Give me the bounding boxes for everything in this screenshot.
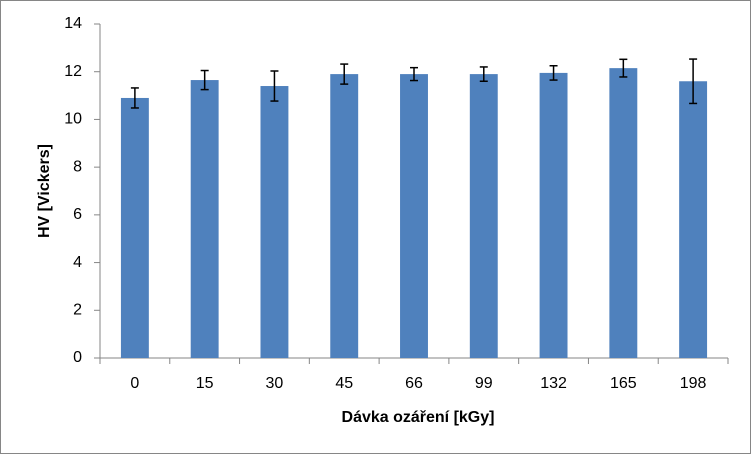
bar [400, 74, 428, 358]
bar [330, 74, 359, 358]
y-tick-label: 4 [73, 254, 82, 271]
y-tick-label: 14 [64, 15, 82, 32]
error-bar [130, 87, 139, 109]
error-bar [619, 58, 628, 78]
y-axis-label: HV [Vickers] [36, 144, 53, 238]
y-tick-label: 10 [64, 111, 82, 128]
bar [260, 86, 289, 359]
bar [539, 72, 568, 359]
x-tick-label: 99 [475, 375, 493, 392]
error-bar [479, 66, 488, 83]
y-tick-label: 2 [73, 302, 82, 319]
y-tick-label: 8 [73, 158, 82, 175]
x-tick-label: 15 [196, 375, 214, 392]
bar [469, 74, 498, 358]
x-tick-label: 45 [335, 375, 353, 392]
y-tick-label: 12 [64, 63, 82, 80]
error-bar [689, 58, 698, 105]
x-tick-label: 66 [405, 375, 423, 392]
x-tick-label: 198 [680, 375, 707, 392]
error-bar [200, 69, 209, 91]
error-bar [549, 65, 558, 81]
error-bar [270, 70, 279, 102]
x-tick-label: 132 [540, 375, 567, 392]
error-bar [340, 63, 349, 85]
bar [190, 80, 219, 359]
bar [679, 81, 708, 358]
y-tick-label: 6 [73, 206, 82, 223]
x-tick-label: 30 [266, 375, 284, 392]
x-axis-label: Dávka ozáření [kGy] [342, 409, 495, 426]
x-tick-label: 165 [610, 375, 637, 392]
bar [120, 97, 149, 358]
error-bar [410, 66, 418, 82]
x-tick-label: 0 [130, 375, 139, 392]
y-tick-label: 0 [73, 349, 82, 366]
bar [609, 68, 638, 358]
